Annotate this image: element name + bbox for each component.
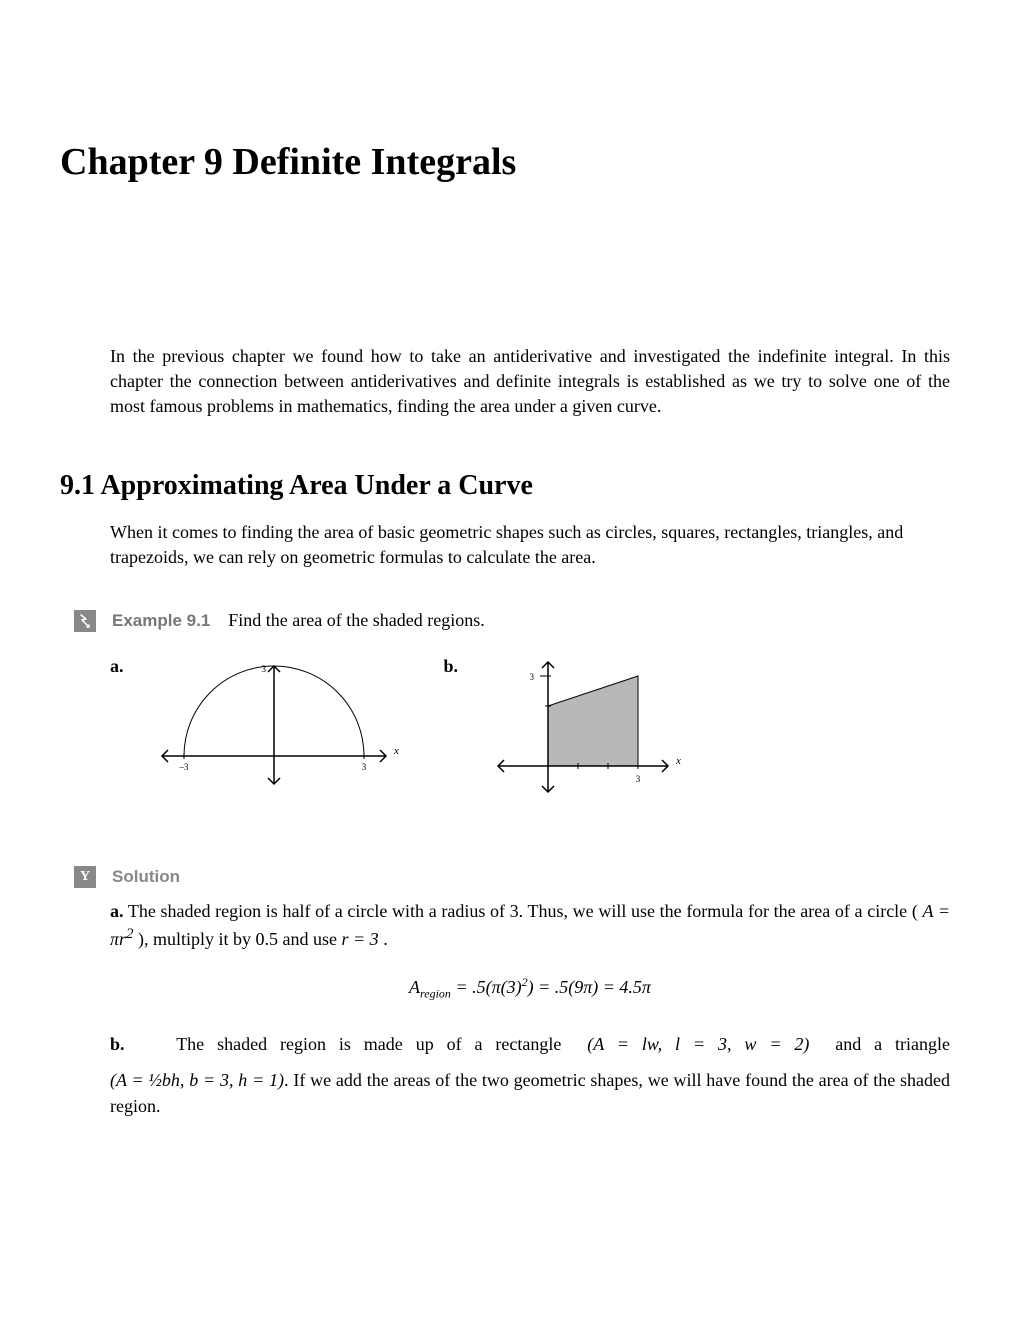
part-b-mid: and a triangle: [835, 1034, 950, 1054]
example-prompt: Find the area of the shaded regions.: [228, 610, 484, 631]
chapter-title: Chapter 9 Definite Integrals: [60, 140, 960, 184]
chapter-intro: In the previous chapter we found how to …: [110, 344, 950, 420]
example-label: Example 9.1: [112, 611, 210, 631]
part-a-prefix: a.: [110, 901, 124, 921]
svg-text:3: 3: [636, 774, 641, 784]
part-b-lead: The shaded region is made up of a rectan…: [176, 1034, 561, 1054]
semicircle-diagram: –3 3 3 x: [144, 656, 404, 796]
svg-text:3: 3: [361, 762, 366, 772]
figure-a-label: a.: [110, 656, 124, 677]
solution-label: Solution: [112, 867, 180, 887]
part-a-r: r = 3: [342, 929, 379, 949]
solution-part-b-line2: (A = ½bh, b = 3, h = 1). If we add the a…: [110, 1067, 950, 1119]
svg-text:3: 3: [261, 664, 266, 674]
part-b-prefix: b.: [110, 1034, 125, 1054]
solution-body: a. The shaded region is half of a circle…: [110, 898, 950, 1119]
svg-text:–3: –3: [178, 762, 189, 772]
solution-icon: Y: [74, 866, 96, 888]
part-a-text: The shaded region is half of a circle wi…: [124, 901, 923, 921]
figure-b-label: b.: [444, 656, 459, 677]
figure-a: a. –3 3 3 x: [110, 656, 404, 806]
solution-equation: Aregion = .5(π(3)2) = .5(9π) = 4.5π: [110, 974, 950, 1003]
figures-row: a. –3 3 3 x b.: [110, 656, 960, 806]
solution-header: Y Solution: [60, 866, 960, 888]
figure-b: b. 3 3 x: [444, 656, 689, 806]
solution-part-b-line1: b. The shaded region is made up of a rec…: [110, 1031, 950, 1057]
svg-text:3: 3: [530, 672, 535, 682]
example-icon: [74, 610, 96, 632]
trapezoid-diagram: 3 3 x: [478, 656, 688, 806]
part-b-rect: (A = lw, l = 3, w = 2): [587, 1034, 809, 1054]
part-a-end: .: [379, 929, 388, 949]
part-a-mid: ), multiply it by 0.5 and use: [134, 929, 342, 949]
svg-text:x: x: [393, 745, 399, 757]
example-header: Example 9.1 Find the area of the shaded …: [60, 610, 960, 632]
svg-text:x: x: [675, 755, 681, 767]
section-title: 9.1 Approximating Area Under a Curve: [60, 470, 960, 502]
section-intro: When it comes to finding the area of bas…: [110, 520, 950, 570]
part-b-tri: (A = ½bh, b = 3, h = 1): [110, 1070, 284, 1090]
solution-part-a: a. The shaded region is half of a circle…: [110, 898, 950, 952]
